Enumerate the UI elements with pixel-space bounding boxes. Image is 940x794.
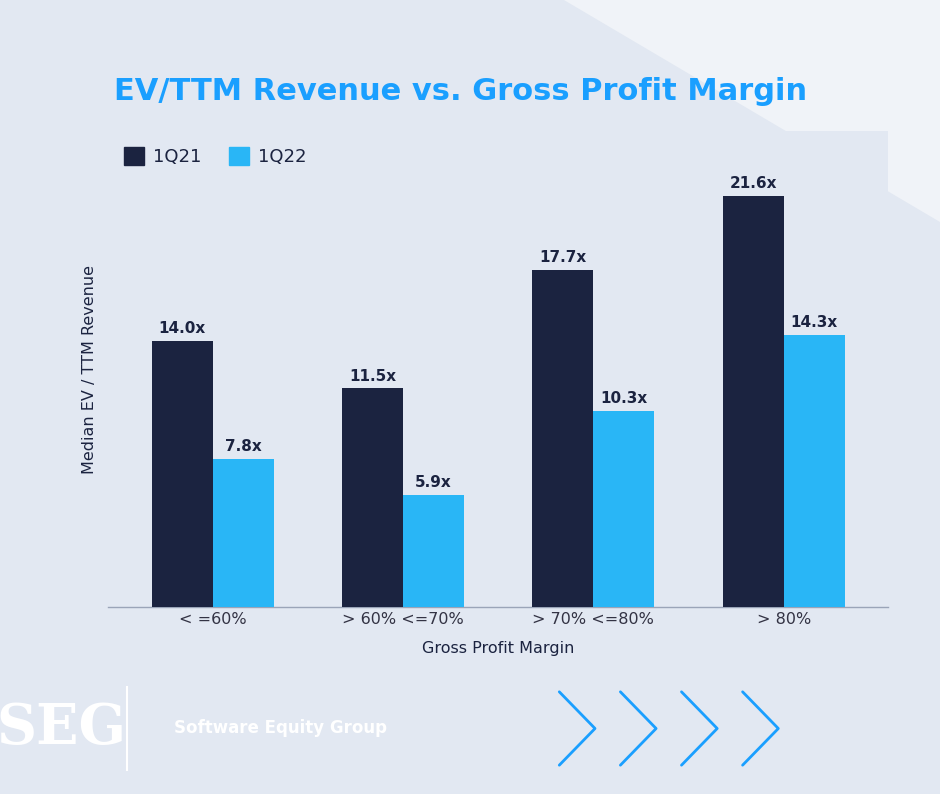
Bar xyxy=(152,341,212,607)
Text: 10.3x: 10.3x xyxy=(600,391,648,407)
Bar xyxy=(403,495,464,607)
Bar xyxy=(723,196,784,607)
Bar xyxy=(342,388,403,607)
Text: SEG: SEG xyxy=(0,701,126,756)
Bar xyxy=(593,411,654,607)
Text: 21.6x: 21.6x xyxy=(729,176,777,191)
Y-axis label: Median EV / TTM Revenue: Median EV / TTM Revenue xyxy=(82,264,97,474)
Text: 5.9x: 5.9x xyxy=(415,476,452,490)
Legend: 1Q21, 1Q22: 1Q21, 1Q22 xyxy=(118,140,313,173)
Text: 7.8x: 7.8x xyxy=(225,439,261,454)
Text: 17.7x: 17.7x xyxy=(540,250,587,265)
Text: Software Equity Group: Software Equity Group xyxy=(174,719,387,738)
Text: 11.5x: 11.5x xyxy=(349,368,396,384)
X-axis label: Gross Profit Margin: Gross Profit Margin xyxy=(422,642,574,656)
Bar xyxy=(784,335,844,607)
Bar xyxy=(212,459,274,607)
Bar xyxy=(532,270,593,607)
Polygon shape xyxy=(564,0,940,222)
Text: EV/TTM Revenue vs. Gross Profit Margin: EV/TTM Revenue vs. Gross Profit Margin xyxy=(114,77,807,106)
Text: 14.3x: 14.3x xyxy=(791,315,838,330)
Text: 14.0x: 14.0x xyxy=(159,321,206,336)
